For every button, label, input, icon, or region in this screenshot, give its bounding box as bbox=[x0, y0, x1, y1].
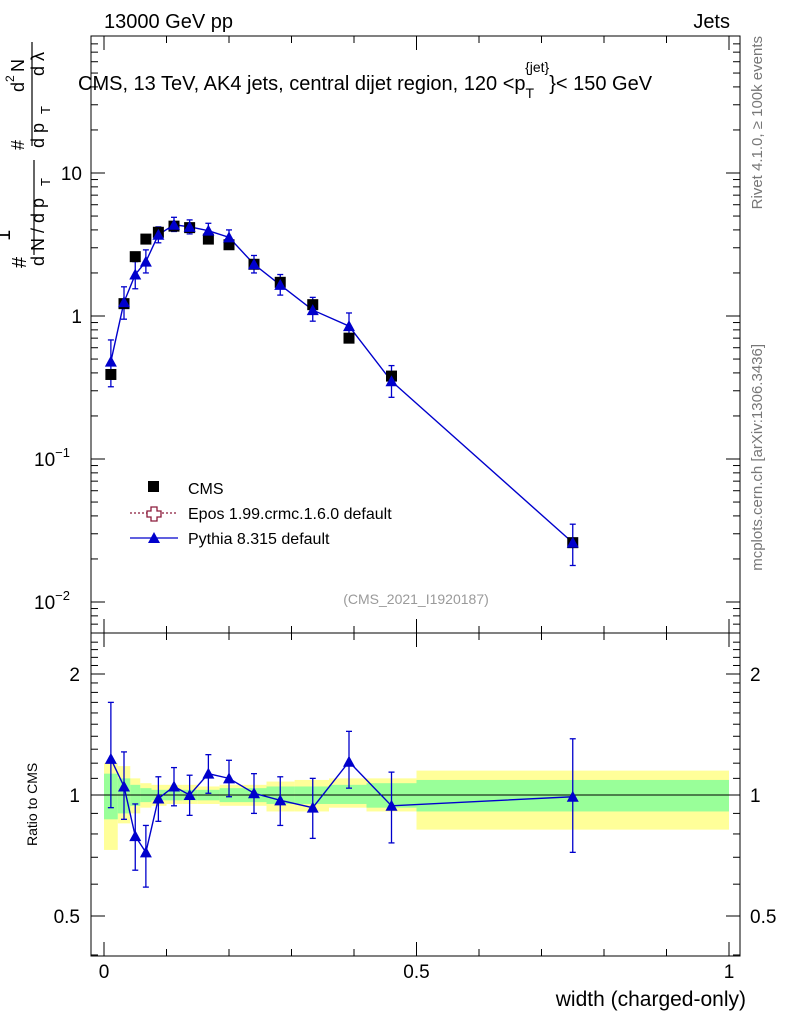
ratio-pythia-point bbox=[343, 755, 355, 767]
pythia-point bbox=[223, 231, 235, 243]
pythia-point bbox=[118, 296, 130, 308]
cms-point bbox=[223, 239, 235, 251]
main-ytick-label: 1 bbox=[71, 307, 82, 328]
ratio-pythia-point bbox=[129, 830, 142, 842]
main-data-marks bbox=[104, 216, 579, 567]
pythia-point bbox=[183, 220, 196, 232]
pythia-point bbox=[139, 255, 152, 267]
pythia-point bbox=[168, 218, 180, 230]
svg-text:d p: d p bbox=[28, 123, 48, 148]
ratio-pythia-point bbox=[248, 787, 260, 799]
pythia-point bbox=[274, 278, 287, 290]
analysis-watermark: (CMS_2021_I1920187) bbox=[343, 591, 489, 607]
cms-point bbox=[343, 332, 355, 344]
svg-text:#1: #1 bbox=[0, 230, 31, 268]
ratio-pythia-point bbox=[566, 790, 579, 802]
ratio-ytick-label: 1 bbox=[69, 786, 80, 807]
svg-text:2: 2 bbox=[3, 75, 17, 82]
ratio-pythia-point bbox=[202, 767, 215, 779]
ratio-ytick-label: 2 bbox=[69, 665, 80, 686]
ratio-xtick-label: 0 bbox=[99, 962, 110, 983]
svg-text:#: # bbox=[8, 140, 28, 150]
pythia-point bbox=[306, 304, 319, 316]
ratio-pythia-point bbox=[139, 846, 152, 858]
legend: CMS Epos 1.99.crmc.1.6.0 default Pythia … bbox=[130, 481, 392, 548]
ratio-ylabel: Ratio to CMS bbox=[24, 763, 40, 846]
ratio-pythia-point bbox=[183, 789, 196, 800]
ratio-pythia-point bbox=[306, 801, 319, 813]
legend-label-pythia: Pythia 8.315 default bbox=[188, 531, 330, 548]
legend-label-epos: Epos 1.99.crmc.1.6.0 default bbox=[188, 506, 392, 523]
ratio-xtick-label: 0.5 bbox=[403, 962, 429, 983]
ratio-pythia-point bbox=[274, 794, 287, 806]
ratio-pythia-point bbox=[118, 780, 130, 792]
ratio-pythia-point bbox=[223, 772, 235, 784]
pythia-point bbox=[385, 375, 398, 387]
ratio-pythia-point bbox=[152, 792, 165, 804]
svg-text:d N / d p: d N / d p bbox=[28, 198, 48, 266]
x-axis-label: width (charged-only) bbox=[555, 988, 746, 1011]
pythia-point bbox=[152, 228, 165, 240]
svg-text:d: d bbox=[8, 82, 28, 92]
legend-marker-cms bbox=[148, 481, 159, 492]
ratio-uncertainty-bands bbox=[91, 763, 740, 850]
svg-text:d λ: d λ bbox=[28, 52, 48, 76]
ratio-pythia-point bbox=[385, 799, 398, 811]
pythia-line bbox=[110, 223, 574, 544]
main-axis-ticks: 10−2 10−1 1 10 bbox=[34, 36, 740, 633]
svg-text:T: T bbox=[38, 178, 53, 186]
pythia-point bbox=[343, 320, 355, 332]
main-ylabel: #1 d N / d p T # d 2 N d p T d λ bbox=[0, 42, 53, 268]
legend-label-cms: CMS bbox=[188, 481, 224, 498]
pythia-point bbox=[566, 536, 579, 548]
pythia-point bbox=[202, 224, 215, 236]
ratio-xtick-label: 1 bbox=[724, 962, 735, 983]
mcplots-label: mcplots.cern.ch [arXiv:1306.3436] bbox=[749, 344, 766, 571]
header-left: 13000 GeV pp bbox=[104, 11, 233, 33]
ratio-ytick-label-right: 1 bbox=[750, 786, 761, 807]
ratio-ytick-label-right: 0.5 bbox=[750, 907, 776, 928]
cms-point bbox=[140, 233, 152, 245]
pythia-point bbox=[248, 258, 260, 270]
main-ytick-label: 10−1 bbox=[34, 445, 70, 471]
legend-marker-epos bbox=[146, 506, 162, 522]
svg-text:T: T bbox=[38, 106, 53, 114]
main-ytick-label: 10−2 bbox=[34, 588, 70, 614]
header-right: Jets bbox=[693, 11, 730, 33]
cms-point bbox=[129, 251, 141, 263]
pythia-point bbox=[129, 268, 142, 280]
ratio-axis-ticks: 0.5 0.5 1 1 2 2 0 0.5 1 bbox=[54, 633, 776, 983]
ratio-ytick-label: 0.5 bbox=[54, 907, 80, 928]
cms-point bbox=[105, 368, 117, 380]
cms-point bbox=[202, 233, 214, 245]
pythia-point bbox=[104, 355, 117, 367]
svg-text:N: N bbox=[8, 59, 28, 72]
ratio-ytick-label-right: 2 bbox=[750, 665, 761, 686]
ratio-data-marks bbox=[104, 701, 579, 888]
main-ytick-label: 10 bbox=[61, 164, 82, 185]
main-plot-title: CMS, 13 TeV, AK4 jets, central dijet reg… bbox=[78, 59, 653, 101]
ratio-pythia-point bbox=[168, 780, 180, 792]
legend-marker-pythia bbox=[148, 532, 160, 543]
rivet-label: Rivet 4.1.0, ≥ 100k events bbox=[749, 36, 766, 209]
ratio-band-inner bbox=[329, 784, 367, 804]
ratio-pythia-point bbox=[104, 752, 117, 764]
